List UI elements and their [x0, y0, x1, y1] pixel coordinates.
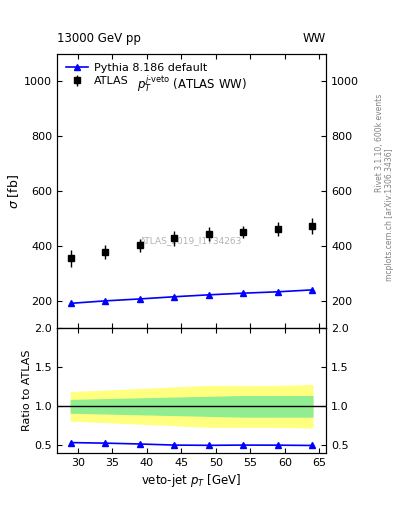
Text: Rivet 3.1.10, 600k events: Rivet 3.1.10, 600k events — [375, 94, 384, 193]
Text: ATLAS_2019_I1734263: ATLAS_2019_I1734263 — [140, 236, 243, 245]
Text: 13000 GeV pp: 13000 GeV pp — [57, 32, 141, 45]
Pythia 8.186 default — [206, 292, 211, 298]
Legend: Pythia 8.186 default, ATLAS: Pythia 8.186 default, ATLAS — [62, 59, 210, 89]
Pythia 8.186 default — [103, 298, 108, 304]
Pythia 8.186 default — [68, 300, 73, 306]
Text: WW: WW — [303, 32, 326, 45]
Pythia 8.186 default — [241, 290, 246, 296]
Text: mcplots.cern.ch [arXiv:1306.3436]: mcplots.cern.ch [arXiv:1306.3436] — [385, 148, 393, 282]
Pythia 8.186 default — [310, 287, 315, 293]
X-axis label: veto-jet $p_T$ [GeV]: veto-jet $p_T$ [GeV] — [141, 472, 242, 489]
Line: Pythia 8.186 default: Pythia 8.186 default — [68, 287, 315, 306]
Pythia 8.186 default — [138, 296, 142, 302]
Text: $p_T^{j\text{-veto}}$ (ATLAS WW): $p_T^{j\text{-veto}}$ (ATLAS WW) — [137, 73, 246, 94]
Pythia 8.186 default — [275, 289, 280, 295]
Pythia 8.186 default — [172, 294, 177, 300]
Y-axis label: Ratio to ATLAS: Ratio to ATLAS — [22, 350, 31, 432]
Y-axis label: $\sigma$ [fb]: $\sigma$ [fb] — [6, 174, 21, 208]
